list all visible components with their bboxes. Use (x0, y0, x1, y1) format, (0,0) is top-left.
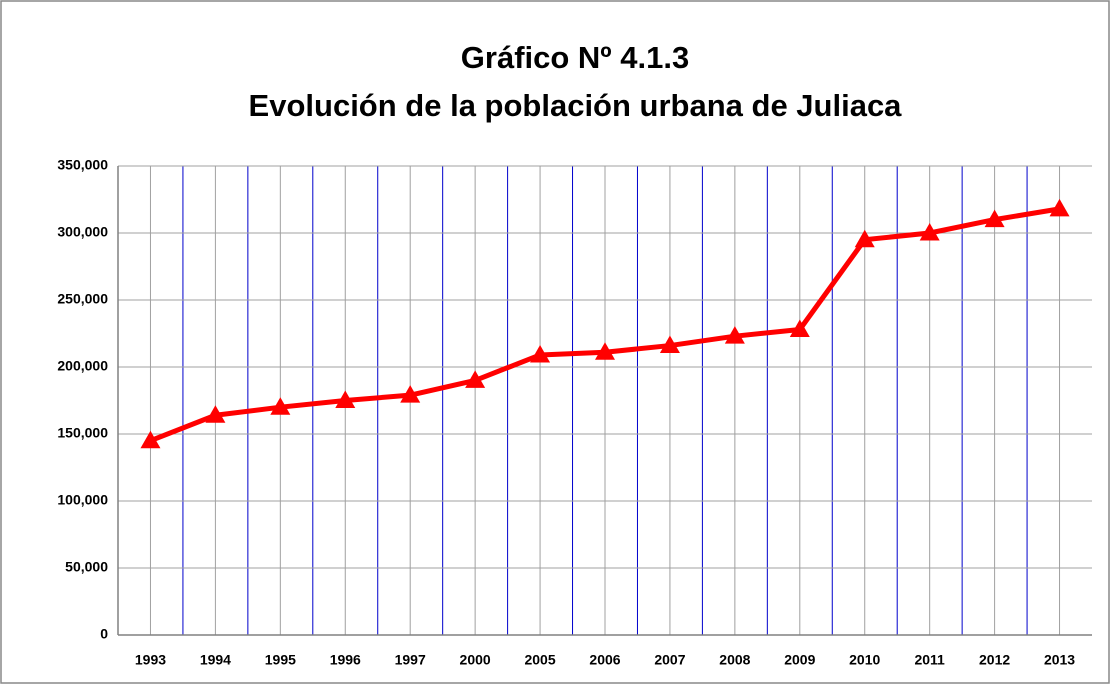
data-marker (140, 430, 161, 449)
data-marker (270, 397, 291, 415)
x-tick-label: 2009 (784, 652, 815, 668)
data-marker (854, 229, 875, 248)
x-tick-label: 1993 (135, 652, 166, 668)
data-marker (724, 326, 745, 344)
data-marker (984, 209, 1005, 228)
data-marker (659, 335, 680, 354)
x-tick-label: 2010 (849, 652, 880, 668)
y-tick-label: 300,000 (57, 224, 108, 240)
chart-subtitle: Evolución de la población urbana de Juli… (249, 88, 903, 123)
data-marker (530, 344, 551, 363)
x-tick-label: 2013 (1044, 652, 1075, 668)
data-marker (919, 223, 940, 241)
y-tick-label: 250,000 (57, 291, 108, 307)
y-tick-label: 350,000 (57, 157, 108, 173)
y-tick-label: 0 (100, 626, 108, 642)
chart-title: Gráfico Nº 4.1.3 (461, 40, 689, 75)
y-tick-label: 150,000 (57, 425, 108, 441)
x-tick-label: 2008 (719, 652, 750, 668)
x-tick-label: 2012 (979, 652, 1010, 668)
x-tick-label: 1994 (200, 652, 231, 668)
data-marker (1049, 198, 1070, 217)
x-tick-label: 2006 (589, 652, 620, 668)
x-tick-label: 2007 (654, 652, 685, 668)
x-tick-label: 1997 (395, 652, 426, 668)
data-marker (400, 385, 421, 403)
data-marker (205, 405, 226, 423)
y-tick-label: 50,000 (65, 559, 108, 575)
x-tick-label: 2000 (460, 652, 491, 668)
data-marker (789, 319, 810, 337)
y-tick-label: 100,000 (57, 492, 108, 508)
x-tick-label: 2005 (524, 652, 555, 668)
x-tick-label: 2011 (914, 652, 945, 668)
data-marker (465, 370, 486, 388)
y-tick-label: 200,000 (57, 358, 108, 374)
x-tick-label: 1996 (330, 652, 361, 668)
data-marker (335, 390, 356, 408)
data-marker (595, 342, 615, 360)
x-tick-label: 1995 (265, 652, 296, 668)
